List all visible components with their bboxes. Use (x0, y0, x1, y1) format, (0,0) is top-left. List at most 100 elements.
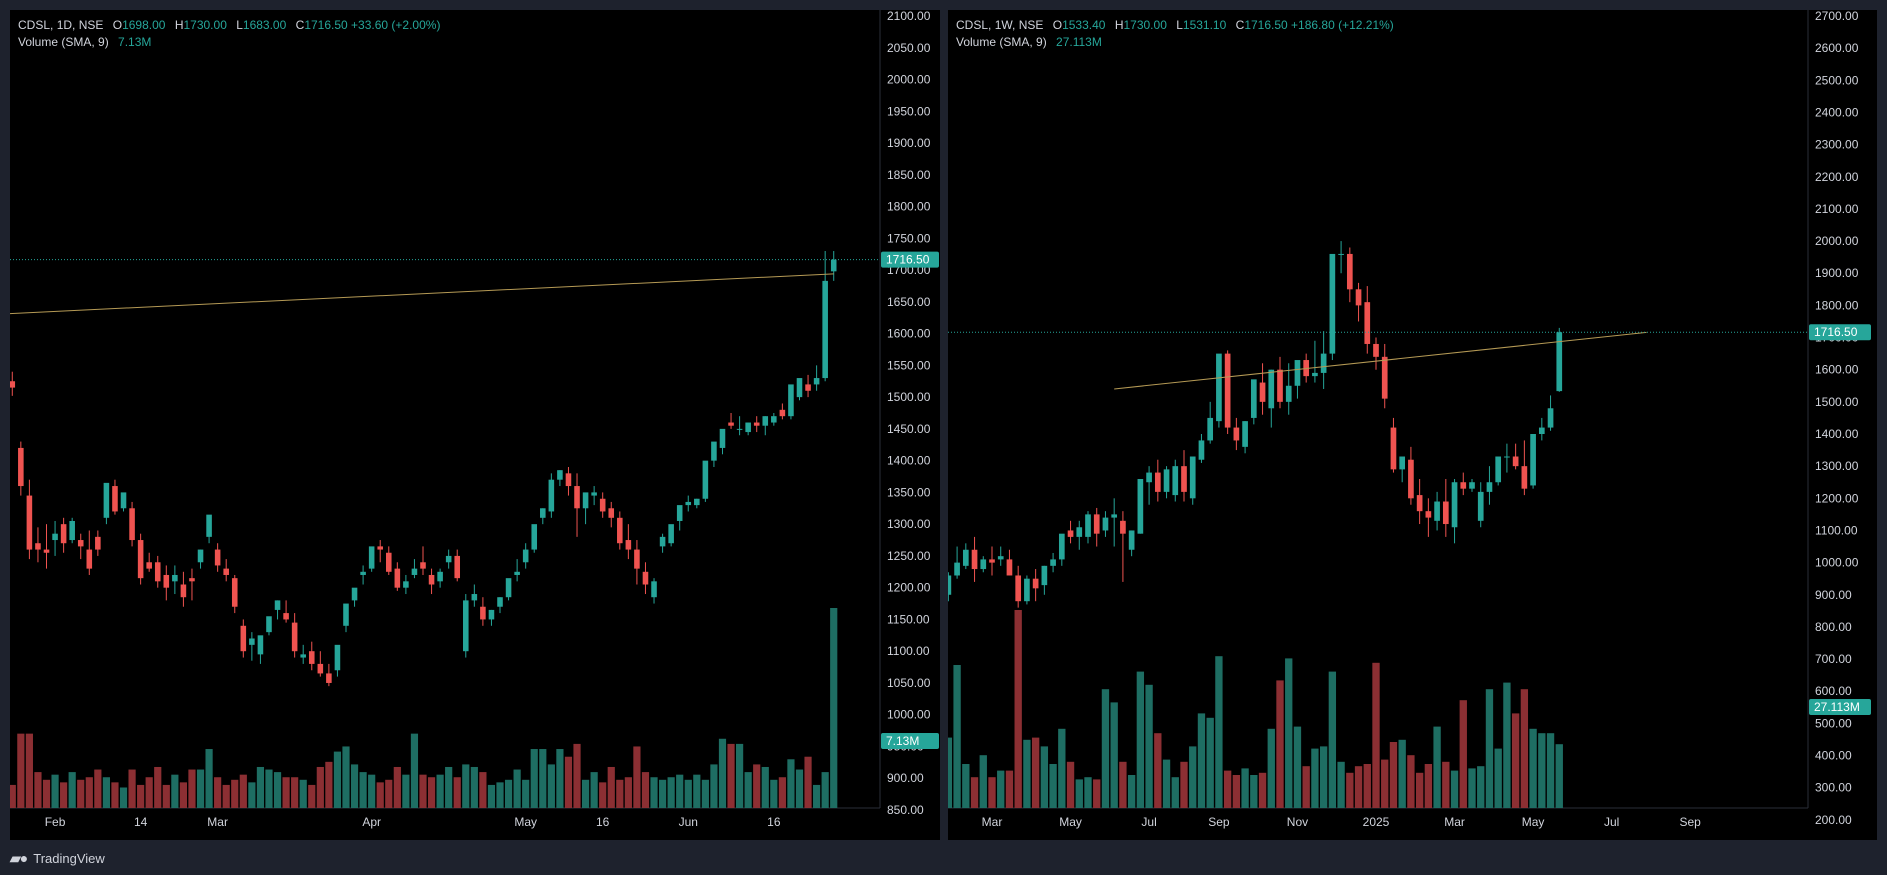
daily-volume-bar (376, 782, 384, 808)
weekly-candle (1085, 511, 1091, 544)
weekly-candle-body (1181, 466, 1187, 492)
daily-candle (745, 422, 751, 436)
weekly-candle (1399, 456, 1406, 483)
daily-price-tick: 1500.00 (887, 390, 931, 404)
daily-candle-body (257, 635, 264, 655)
daily-volume-bar (462, 764, 470, 808)
weekly-candle (962, 543, 969, 570)
daily-candle (206, 514, 212, 544)
daily-chart-canvas[interactable]: 2100.00 2050.00 2000.00 1950.00 1900.00 1850.… (10, 10, 940, 840)
daily-volume-bar (393, 766, 401, 808)
weekly-candle (1512, 443, 1519, 470)
daily-last-price-tag-bg (881, 251, 939, 268)
daily-candle (172, 565, 178, 595)
daily-candle-body (385, 552, 392, 572)
daily-candle (540, 508, 546, 525)
daily-candle-body (137, 540, 144, 579)
weekly-candle (1216, 353, 1222, 428)
daily-volume-row: Volume (SMA, 9) 7.13M (18, 34, 440, 51)
footer-bar: ▰● TradingView (10, 846, 105, 870)
daily-volume-bar (410, 733, 419, 808)
weekly-candle-body (1268, 369, 1275, 409)
chart-pane-daily[interactable]: 2100.00 2050.00 2000.00 1950.00 1900.00 1850.… (10, 10, 940, 840)
daily-candle (52, 520, 58, 556)
daily-volume-bar (325, 761, 333, 808)
weekly-volume-bar (1162, 759, 1171, 808)
daily-candle (95, 530, 101, 556)
weekly-volume-name: Volume (SMA, 9) (956, 35, 1047, 49)
daily-candle (240, 619, 247, 658)
brand-name[interactable]: TradingView (33, 850, 105, 866)
daily-volume-bar (60, 782, 68, 808)
weekly-candle-body (1312, 372, 1318, 377)
daily-price-tick: 2000.00 (887, 73, 931, 87)
weekly-volume-bar (1171, 777, 1179, 808)
chart-pane-weekly[interactable]: 2700.00 2600.00 2500.00 2400.00 2300.00 2200.… (948, 10, 1877, 840)
daily-volume-bar (231, 779, 239, 808)
daily-volume-bar (25, 733, 33, 808)
daily-volume-bar (787, 759, 795, 808)
daily-volume-bar (419, 774, 427, 808)
daily-candle (711, 441, 717, 467)
weekly-candle (1041, 565, 1048, 595)
weekly-high: 1730.00 (1123, 18, 1167, 32)
weekly-volume-bar (1276, 680, 1284, 808)
weekly-candle (1346, 247, 1353, 303)
weekly-trendline (1114, 331, 1647, 390)
weekly-candle (1338, 241, 1344, 274)
weekly-candle (1076, 520, 1083, 550)
daily-price-axis: 2100.00 2050.00 2000.00 1950.00 1900.00 1850.… (887, 10, 931, 817)
weekly-candle (1285, 363, 1292, 415)
weekly-volume-bar (1093, 779, 1101, 808)
weekly-price-tick: 1600.00 (1815, 363, 1859, 377)
daily-candle (274, 600, 281, 620)
daily-volume-bar (248, 782, 256, 808)
daily-volume-bar (479, 772, 487, 808)
weekly-candle (1128, 530, 1135, 557)
daily-symbol: CDSL, 1D, NSE (18, 18, 104, 32)
daily-last-price-tag: 1716.50 (881, 251, 939, 268)
daily-volume-bar (154, 766, 162, 808)
daily-price-tick: 1600.00 (887, 327, 931, 341)
weekly-price-tick: 1100.00 (1815, 523, 1858, 537)
weekly-candle (1469, 479, 1475, 492)
weekly-candle-body (1477, 491, 1484, 521)
weekly-volume-bar (1389, 742, 1398, 808)
weekly-candle (1233, 417, 1240, 451)
weekly-price-tick: 2600.00 (1815, 41, 1859, 55)
weekly-time-tick: May (1522, 815, 1545, 829)
weekly-volume-bar (1066, 761, 1075, 808)
weekly-volume-bar (1302, 766, 1310, 808)
daily-candle-body (685, 501, 692, 506)
weekly-price-tick: 200.00 (1815, 813, 1852, 827)
weekly-candle-body (989, 559, 995, 563)
weekly-ohlc-row: CDSL, 1W, NSE O1533.40 H1730.00 L1531.10… (956, 18, 1394, 32)
daily-candle (420, 546, 426, 575)
weekly-candle (1050, 552, 1056, 573)
daily-candle-body (180, 584, 187, 598)
weekly-candle (1198, 434, 1205, 463)
daily-candle (60, 517, 67, 553)
daily-volume-bar (427, 777, 436, 808)
tradingview-logo-icon[interactable]: ▰● (10, 849, 28, 866)
daily-candle (351, 587, 358, 607)
weekly-candle (1486, 466, 1493, 505)
daily-candle (531, 524, 538, 553)
weekly-volume-bar (1145, 684, 1153, 808)
daily-volume-bar (624, 777, 632, 808)
weekly-candle-body (1381, 356, 1388, 399)
daily-close: 1716.50 (304, 18, 348, 32)
weekly-candle-body (1346, 253, 1353, 290)
weekly-chart-canvas[interactable]: 2700.00 2600.00 2500.00 2400.00 2300.00 2200.… (948, 10, 1877, 840)
daily-volume-tag-bg (881, 733, 939, 749)
daily-candle (35, 527, 41, 563)
weekly-volume-bar (1258, 772, 1267, 808)
weekly-volume-series (948, 610, 1563, 808)
daily-candle-body (813, 378, 820, 385)
daily-candle-body (368, 546, 375, 569)
weekly-candle (1024, 575, 1030, 605)
daily-price-tick: 1450.00 (887, 422, 931, 436)
weekly-volume-bar (1127, 775, 1136, 808)
daily-candle-body (103, 482, 110, 518)
weekly-candle (1294, 360, 1301, 399)
